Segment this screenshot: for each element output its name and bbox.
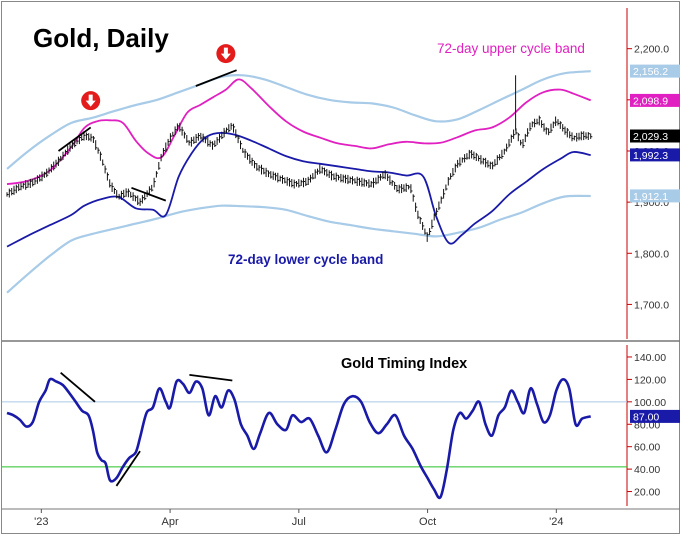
x-tick-label: '24 — [549, 516, 563, 528]
y-tick-label: 40.00 — [634, 464, 660, 476]
x-tick-label: '23 — [34, 516, 48, 528]
index-trendline — [60, 371, 96, 403]
lower-band-label: 72-day lower cycle band — [228, 252, 383, 267]
price-trendline — [195, 69, 237, 87]
y-tick-label: 120.00 — [634, 374, 666, 386]
price-badge-box — [630, 93, 680, 107]
price-badge-text: 1,992.3 — [633, 150, 668, 162]
price-badge-text: 1,912.1 — [633, 191, 668, 203]
price-badge-box — [630, 148, 680, 162]
price-badge-box — [630, 129, 680, 143]
timing-index-line — [6, 377, 592, 500]
index-trendline — [189, 374, 233, 382]
price-trendline — [57, 126, 92, 152]
y-tick-label: 1,800.0 — [634, 248, 669, 260]
down-arrow-icon — [216, 44, 236, 64]
price-badge-box — [630, 64, 680, 78]
index-value-badge-box — [630, 409, 680, 423]
y-tick-label: 20.00 — [634, 487, 660, 499]
price-badge-text: 2,098.9 — [633, 95, 668, 107]
upper-cycle-band-line — [6, 78, 592, 186]
down-arrow-glyph — [85, 94, 96, 107]
reference-lines — [2, 401, 627, 468]
y-axis-ticks: 2,200.02,100.02,000.01,900.01,800.01,700… — [627, 44, 669, 499]
y-tick-label: 1,700.0 — [634, 299, 669, 311]
timing-index-series — [6, 377, 592, 500]
x-tick-label: Jul — [292, 516, 306, 528]
index-trendline — [115, 450, 141, 487]
down-arrow-icon — [81, 91, 101, 111]
y-tick-label: 60.00 — [634, 442, 660, 454]
chart-title: Gold, Daily — [33, 23, 169, 53]
y-tick-label: 100.00 — [634, 397, 666, 409]
turn-markers — [81, 44, 236, 111]
outer-lower-band-line — [6, 194, 591, 294]
y-tick-label: 2,200.0 — [634, 44, 669, 56]
x-tick-label: Apr — [162, 516, 179, 528]
price-trendline — [131, 186, 167, 202]
x-tick-label: Oct — [419, 516, 436, 528]
index-value-badge-text: 87.00 — [633, 411, 659, 423]
price-badges: 2,156.2 2,098.9 2,029.3 1,992.3 1,912.1 87.00 — [630, 64, 680, 423]
price-badge-text: 2,156.2 — [633, 66, 668, 78]
lower-cycle-band-line — [6, 131, 591, 248]
down-arrow-glyph — [220, 47, 231, 60]
price-bars — [6, 75, 593, 242]
trendlines — [57, 69, 237, 487]
price-badge-text: 2,029.3 — [633, 131, 668, 143]
outer-upper-band-line — [6, 70, 591, 170]
upper-band-label: 72-day upper cycle band — [437, 41, 585, 56]
x-axis-ticks: '23 Apr Jul Oct '24 — [34, 509, 564, 528]
price-badge-box — [630, 189, 680, 203]
timing-index-title: Gold Timing Index — [341, 356, 467, 372]
y-tick-label: 140.00 — [634, 352, 666, 364]
